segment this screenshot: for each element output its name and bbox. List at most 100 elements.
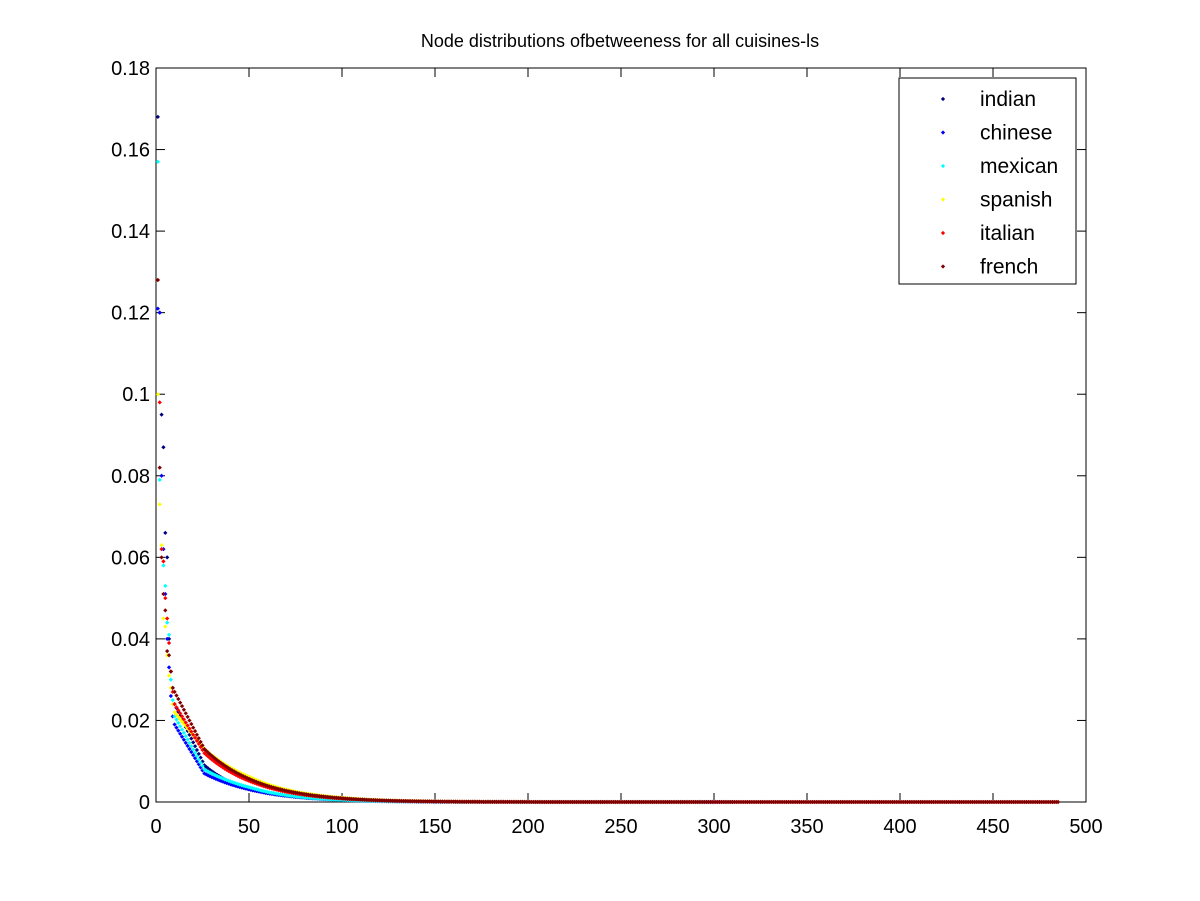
point-indian [155,114,160,120]
point-french [174,693,179,698]
x-tick-label: 350 [790,816,823,838]
x-tick-label: 150 [418,816,451,838]
y-tick-label: 0.06 [111,547,150,569]
point-mexican [191,747,196,752]
point-mexican [178,724,183,729]
x-tick-label: 200 [511,816,544,838]
data-points [155,114,1061,805]
point-mexican [168,677,174,682]
point-italian [185,723,190,728]
point-italian [163,595,168,601]
point-french [191,725,196,730]
point-french [1055,799,1061,805]
point-chinese [155,306,160,311]
point-french [179,704,185,709]
point-french [161,591,166,597]
point-chinese [168,693,174,699]
y-tick-label: 0.04 [111,629,150,651]
point-spanish [155,392,160,397]
point-mexican [163,583,168,589]
x-tick-label: 450 [976,816,1009,838]
point-mexican [196,757,201,762]
point-indian [161,445,166,450]
point-mexican [200,763,205,769]
point-chinese [178,731,183,736]
point-chinese [166,665,172,670]
point-mexican [176,720,181,726]
point-chinese [183,740,188,745]
chart-title: Node distributions ofbetweeness for all … [421,31,819,51]
point-italian [159,547,164,552]
x-tick-label: 250 [604,816,637,838]
point-italian [181,717,187,722]
point-french [185,714,190,720]
point-chinese [189,749,194,755]
point-mexican [181,730,187,736]
point-mexican [198,760,203,765]
legend-marker-spanish [940,197,946,202]
point-italian [194,738,200,743]
x-tick-label: 0 [150,816,161,838]
point-mexican [165,620,170,625]
y-tick-label: 0 [139,792,150,814]
point-spanish [163,624,168,629]
point-indian [189,736,194,741]
point-indian [159,412,164,417]
point-italian [166,640,172,646]
series-french [155,277,1061,805]
point-mexican [157,477,162,482]
point-french [176,696,181,702]
y-tick-label: 0.18 [111,58,150,80]
point-spanish [159,542,164,548]
point-indian [192,744,198,749]
y-tick-label: 0.16 [111,140,150,162]
point-french [187,718,192,723]
point-mexican [194,754,200,759]
point-french [159,555,164,560]
x-tick-label: 500 [1069,816,1102,838]
point-spanish [166,673,172,678]
point-chinese [157,310,162,315]
point-italian [192,735,198,740]
y-tick-label: 0.1 [122,384,150,406]
legend-label-french: french [980,256,1038,279]
point-chinese [181,737,187,742]
legend-label-italian: italian [980,222,1035,245]
y-tick-label: 0.08 [111,466,150,488]
axis-ticks: 0 50 100 150 200 250 300 350 400 450 500 0 0.02 0.04 0… [111,58,1103,838]
legend-label-spanish: spanish [980,189,1052,212]
point-chinese [179,734,185,739]
point-french [183,711,188,716]
point-italian [187,726,192,731]
x-tick-label: 300 [697,816,730,838]
point-mexican [161,563,166,568]
point-spanish [161,616,166,621]
point-italian [191,732,196,737]
point-french [166,653,172,658]
point-mexican [174,717,179,722]
y-tick-label: 0.02 [111,710,150,732]
point-italian [179,714,185,719]
point-mexican [166,632,172,637]
point-french [194,732,200,737]
point-italian [172,702,177,707]
point-chinese [159,473,164,478]
legend-marker-chinese [940,130,946,135]
point-indian [194,747,200,753]
legend-label-indian: indian [980,88,1036,111]
point-chinese [165,636,170,642]
legend-label-mexican: mexican [980,155,1058,178]
point-italian [176,708,181,713]
point-mexican [170,697,175,703]
point-french [196,736,201,741]
point-french [181,707,187,712]
point-italian [161,559,166,564]
point-french [198,739,203,744]
point-french [170,685,175,690]
point-french [178,700,183,705]
point-chinese [174,725,179,730]
point-french [168,669,174,674]
point-french [192,729,198,734]
point-indian [165,555,170,560]
